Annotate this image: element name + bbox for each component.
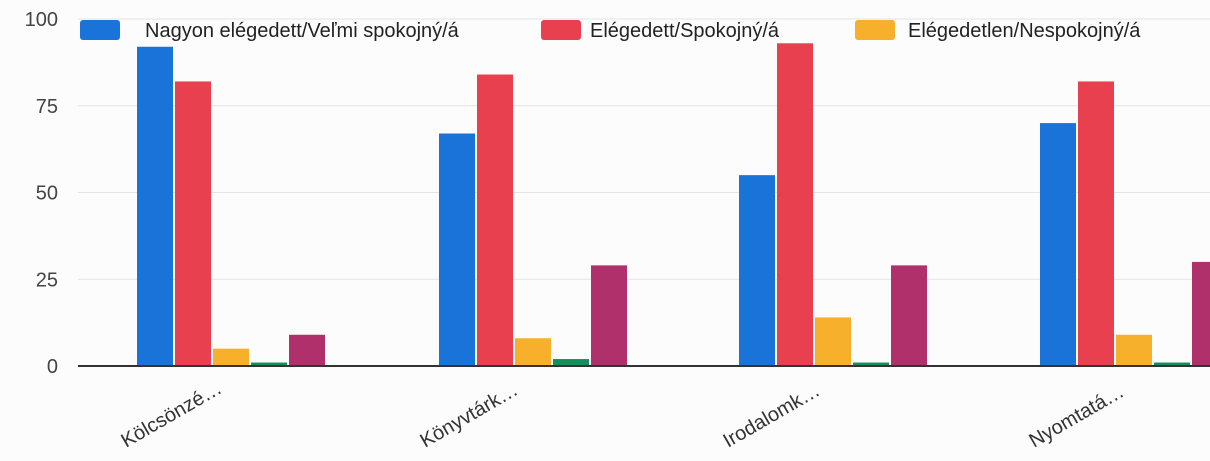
bar bbox=[891, 265, 927, 366]
bar bbox=[515, 338, 551, 366]
x-tick-label: Irodalomk… bbox=[720, 379, 824, 452]
y-tick-label: 25 bbox=[36, 269, 58, 291]
bar bbox=[815, 317, 851, 366]
bar bbox=[1040, 123, 1076, 366]
y-tick-label: 100 bbox=[25, 9, 58, 31]
bar bbox=[289, 334, 325, 366]
bar bbox=[439, 133, 475, 366]
bar bbox=[477, 74, 513, 367]
legend-swatch bbox=[541, 20, 581, 40]
bar bbox=[251, 362, 287, 366]
bar bbox=[137, 46, 173, 366]
gridlines bbox=[78, 18, 1210, 280]
legend-label: Nagyon elégedett/Veľmi spokojný/á bbox=[145, 20, 460, 42]
legend-swatch bbox=[80, 20, 120, 40]
bar bbox=[777, 43, 813, 366]
bar bbox=[175, 81, 211, 367]
y-tick-label: 75 bbox=[36, 96, 58, 118]
bar bbox=[853, 362, 889, 366]
bar bbox=[739, 175, 775, 366]
bar bbox=[1192, 261, 1210, 366]
legend-label: Elégedett/Spokojný/á bbox=[590, 20, 780, 42]
bars bbox=[137, 43, 1210, 367]
y-tick-label: 50 bbox=[36, 183, 58, 205]
x-tick-label: Kölcsönzé… bbox=[118, 377, 226, 452]
x-tick-label: Könyvtárk… bbox=[417, 379, 522, 453]
legend-swatch bbox=[855, 20, 895, 40]
bar bbox=[213, 348, 249, 366]
x-tick-label: Nyomtatá… bbox=[1026, 380, 1128, 452]
bar bbox=[553, 359, 589, 366]
bar bbox=[591, 265, 627, 366]
bar bbox=[1154, 362, 1190, 366]
legend-label: Elégedetlen/Nespokojný/á bbox=[908, 20, 1141, 42]
y-tick-label: 0 bbox=[47, 356, 58, 378]
bar bbox=[1116, 334, 1152, 366]
legend: Nagyon elégedett/Veľmi spokojný/á Elégede… bbox=[80, 20, 1141, 42]
bar bbox=[1078, 81, 1114, 367]
